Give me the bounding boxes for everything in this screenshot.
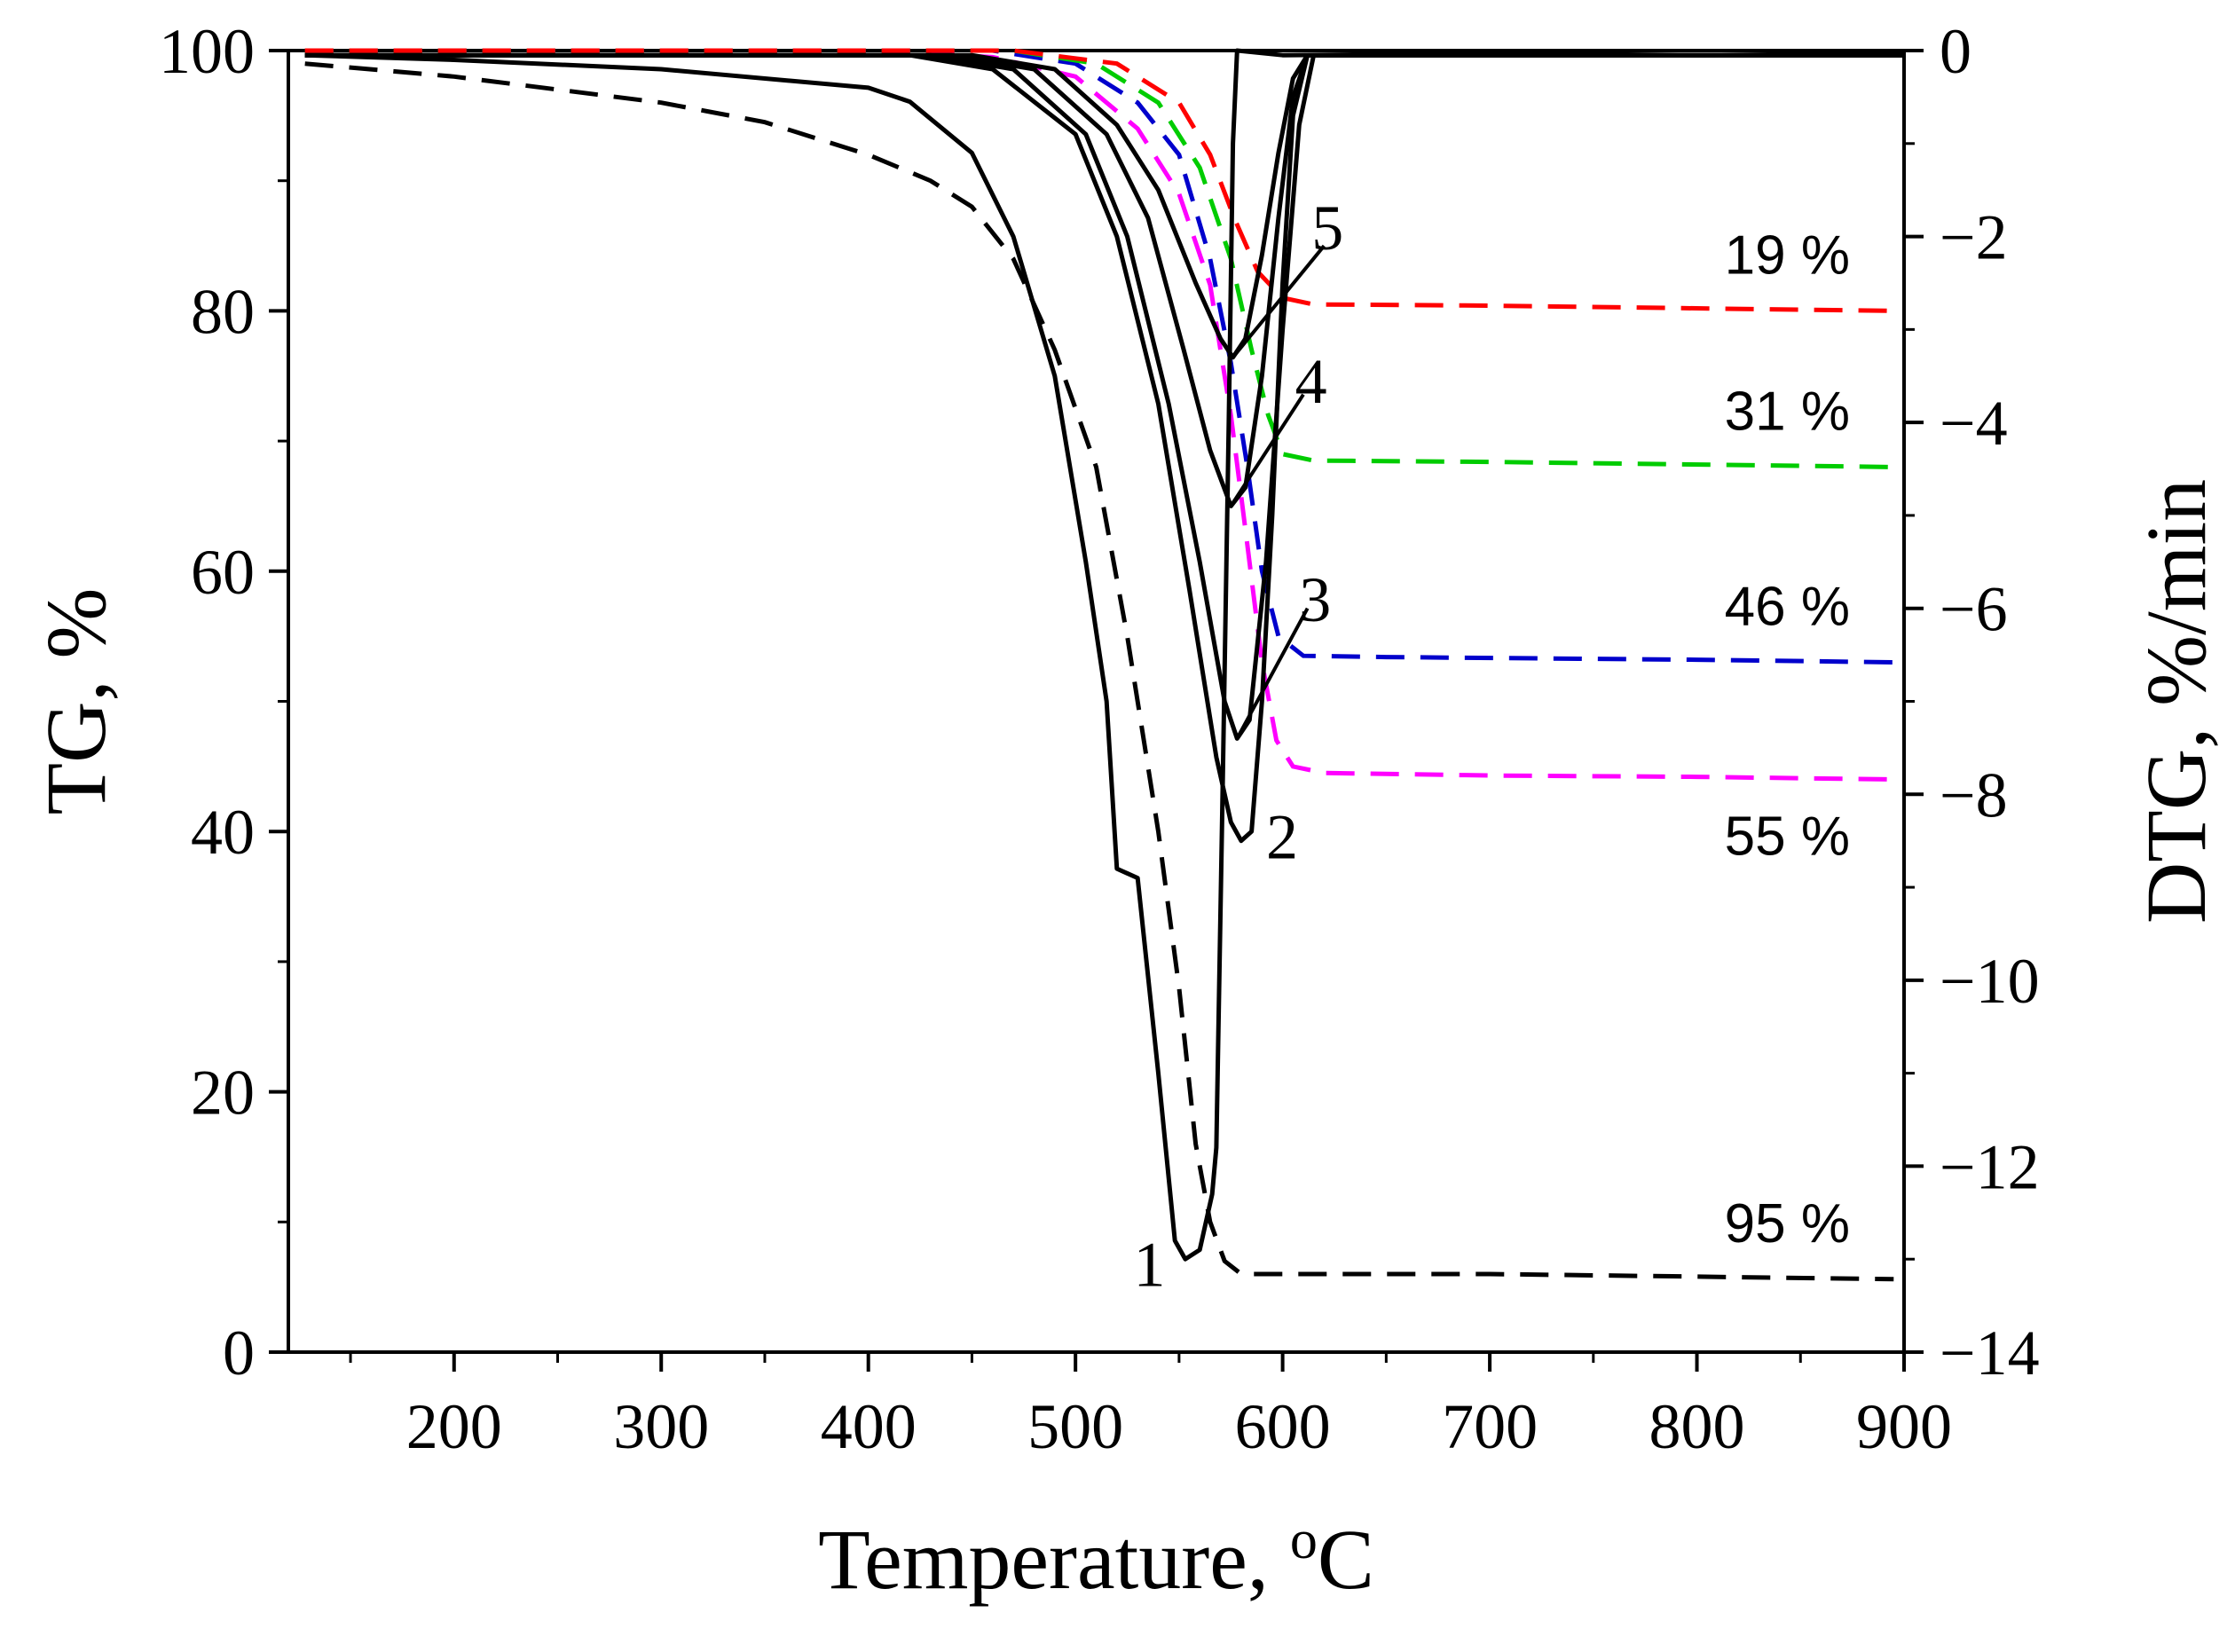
plot-frame [287, 49, 1906, 1354]
final-label-tg-5: 19 % [1725, 224, 1850, 286]
dtg-curve-4 [304, 52, 1904, 508]
y2-tick-label-0: 0 [1940, 16, 1971, 87]
dtg-curve-1 [304, 48, 1905, 1262]
y-tick-label-0: 0 [223, 1318, 255, 1388]
x-tick-label-300: 300 [613, 1391, 709, 1462]
y-tick-label-60: 60 [191, 537, 255, 608]
y-tick-label-20: 20 [191, 1058, 255, 1129]
dtg-curves [304, 48, 1905, 1262]
x-tick-label-800: 800 [1649, 1391, 1745, 1462]
y2-tick-label-6: −12 [1940, 1131, 2040, 1202]
x-tick-label-900: 900 [1856, 1391, 1952, 1462]
y2-tick-label-5: −10 [1940, 946, 2040, 1017]
y2-tick-label-3: −6 [1940, 574, 2008, 645]
y2-tick-label-2: −4 [1940, 388, 2008, 459]
y2-tick-label-7: −14 [1940, 1318, 2040, 1388]
tg-curve-3 [304, 48, 1894, 665]
curve-number-3: 3 [1299, 564, 1331, 635]
y-axis-title-left: TG, % [28, 588, 123, 815]
final-mass-loss-labels: 95 % 55 % 46 % 31 % 19 % [1725, 224, 1850, 1254]
final-label-tg-1: 95 % [1725, 1193, 1850, 1255]
y-axis-title-right: DTG, %/min [2129, 479, 2223, 924]
dtg-curve-5 [304, 52, 1904, 360]
tg-curve-1 [304, 61, 1894, 1282]
y-axis-right: 0 −2 −4 −6 −8 −10 −12 −14 [1904, 16, 2040, 1388]
y-tick-label-80: 80 [191, 276, 255, 347]
y-axis-left: 0 20 40 60 80 100 [159, 16, 288, 1388]
y-tick-label-100: 100 [159, 16, 255, 87]
final-label-tg-3: 46 % [1725, 576, 1850, 637]
curve-number-2: 2 [1266, 801, 1298, 872]
final-label-tg-4: 31 % [1725, 381, 1850, 442]
tg-curve-4 [304, 48, 1894, 469]
dtg-curve-3 [304, 52, 1904, 741]
leader-lines [1229, 244, 1326, 740]
x-tick-label-700: 700 [1442, 1391, 1538, 1462]
curve-number-1: 1 [1134, 1229, 1166, 1300]
x-axis-title-superscript: o [1290, 1510, 1318, 1570]
curve-number-4: 4 [1295, 346, 1327, 417]
x-axis-title: Temperature, oC [818, 1510, 1374, 1607]
y2-tick-label-4: −8 [1940, 759, 2008, 830]
tg-curve-2 [304, 48, 1894, 782]
x-tick-label-600: 600 [1235, 1391, 1331, 1462]
x-tick-label-400: 400 [821, 1391, 917, 1462]
leader-line-4 [1229, 393, 1305, 507]
x-tick-label-200: 200 [406, 1391, 502, 1462]
x-axis: 200 300 400 500 600 700 800 900 [349, 1352, 1952, 1462]
y2-tick-label-1: −2 [1940, 202, 2008, 273]
x-tick-label-500: 500 [1027, 1391, 1123, 1462]
final-label-tg-2: 55 % [1725, 806, 1850, 868]
tg-curve-5 [304, 48, 1894, 313]
leader-line-3 [1235, 607, 1310, 740]
curve-number-5: 5 [1311, 193, 1343, 264]
leader-line-5 [1232, 244, 1326, 359]
dtg-curve-2 [304, 52, 1904, 844]
curve-number-labels: 1 2 3 4 5 [1134, 193, 1344, 1300]
y-tick-label-40: 40 [191, 797, 255, 868]
